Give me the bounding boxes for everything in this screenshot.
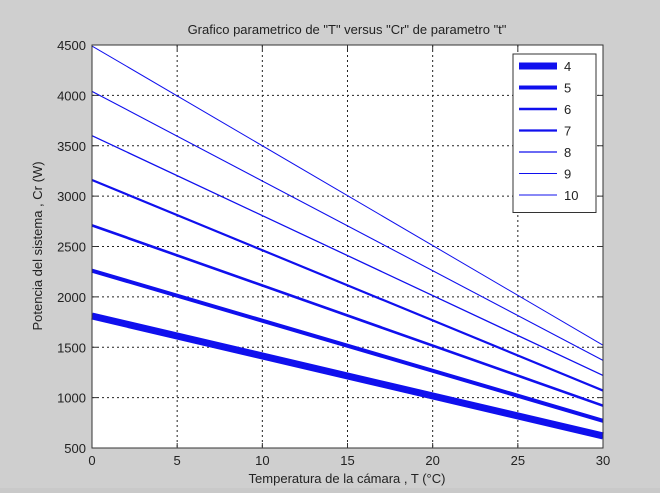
- legend-label-5: 5: [564, 81, 571, 96]
- legend-label-10: 10: [564, 188, 578, 203]
- legend-label-4: 4: [564, 59, 571, 74]
- series-lines: [91, 45, 604, 440]
- legend-box: [512, 53, 597, 213]
- axis-ticks: 0 5 10 15 20 25 30 500 1000 1500 2000 2500 3000 3500 4…: [57, 38, 610, 468]
- x-tick-label: 30: [596, 453, 610, 468]
- y-tick-label: 2000: [57, 290, 86, 305]
- x-tick-label: 10: [255, 453, 269, 468]
- legend-label-6: 6: [564, 102, 571, 117]
- y-tick-label: 1500: [57, 340, 86, 355]
- x-tick-label: 25: [511, 453, 525, 468]
- x-tick-label: 20: [425, 453, 439, 468]
- y-tick-label: 1000: [57, 391, 86, 406]
- y-tick-label: 4500: [57, 38, 86, 53]
- x-tick-label: 15: [340, 453, 354, 468]
- x-tick-label: 0: [88, 453, 95, 468]
- chart-title: Grafico parametrico de "T" versus "Cr" d…: [188, 22, 507, 37]
- series-line-8: [91, 135, 604, 377]
- y-axis-label: Potencia del sistema , Cr (W): [30, 161, 45, 330]
- series-line-7: [91, 178, 604, 392]
- legend-label-7: 7: [564, 124, 571, 139]
- y-tick-label: 500: [64, 441, 86, 456]
- legend-label-8: 8: [564, 145, 571, 160]
- series-line-4: [91, 312, 604, 440]
- y-tick-label: 4000: [57, 88, 86, 103]
- y-tick-label: 3500: [57, 139, 86, 154]
- series-line-5: [91, 268, 604, 423]
- y-tick-label: 2500: [57, 240, 86, 255]
- y-tick-label: 3000: [57, 189, 86, 204]
- series-line-10: [91, 45, 604, 346]
- legend: 4 5 6 7 8 9 10: [512, 53, 597, 213]
- series-line-6: [91, 224, 604, 407]
- x-tick-label: 5: [174, 453, 181, 468]
- plot-frame: [91, 44, 604, 449]
- x-axis-label: Temperatura de la cámara , T (°C): [249, 471, 446, 486]
- legend-label-9: 9: [564, 167, 571, 182]
- series-line-9: [91, 90, 604, 361]
